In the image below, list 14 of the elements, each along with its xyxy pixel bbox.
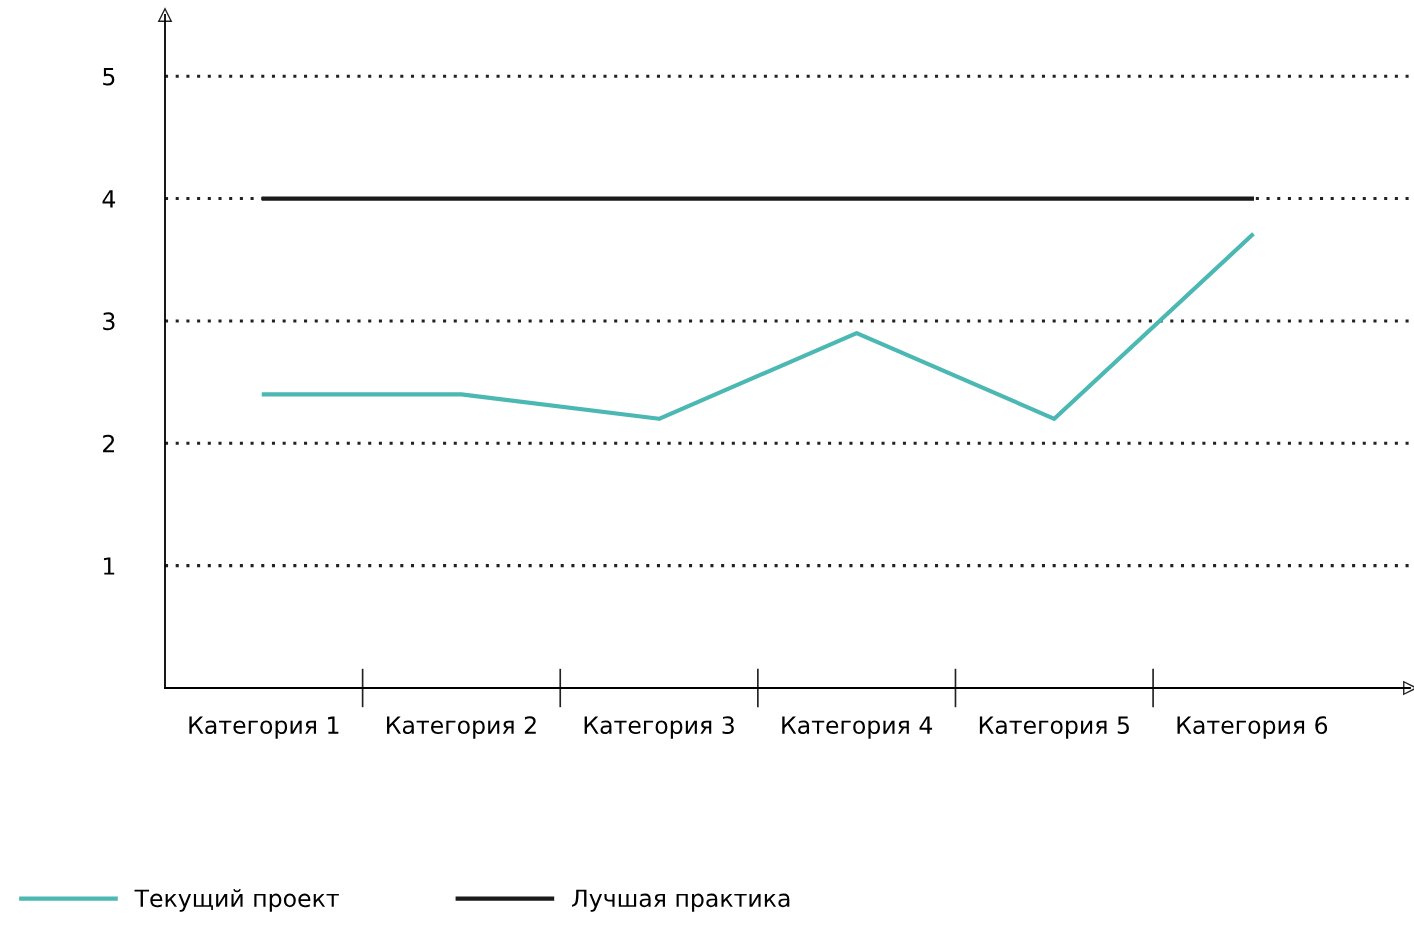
y-tick-label: 5 <box>103 67 115 86</box>
line-series <box>261 233 1254 421</box>
x-tick-label: Категория 3 <box>584 716 734 739</box>
x-tick-label: Категория 2 <box>387 716 536 739</box>
y-tick-label: 1 <box>103 557 115 575</box>
y-tick-label: 3 <box>103 312 115 331</box>
y-tick-label: 2 <box>103 434 115 453</box>
x-tick-label: Категория 1 <box>189 716 339 739</box>
x-tick-label: Категория 5 <box>979 716 1129 739</box>
x-tick-label: Категория 4 <box>782 716 933 739</box>
legend-label: Лучшая практика <box>571 889 790 912</box>
legend-label: Текущий проект <box>134 889 339 912</box>
y-tick-label: 4 <box>102 190 116 208</box>
x-tick-label: Категория 6 <box>1177 716 1328 739</box>
